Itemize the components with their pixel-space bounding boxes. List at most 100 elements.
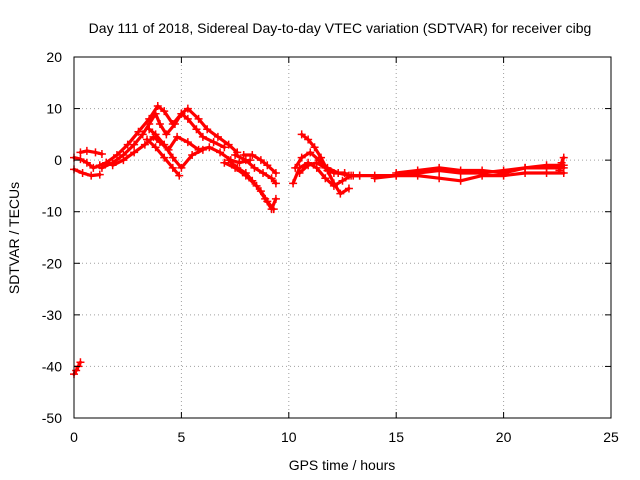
data-point [306,148,315,157]
data-point [175,171,184,180]
data-point [153,101,162,110]
data-point [559,153,568,162]
data-point [76,358,85,367]
data-point [173,132,182,141]
y-tick-label: 0 [54,152,62,168]
grid-layer [74,57,611,418]
data-point [177,163,186,172]
data-point [559,169,568,178]
x-tick-label: 25 [603,429,619,445]
data-point [140,140,149,149]
data-point [220,143,229,152]
data-point [198,145,207,154]
data-point [231,150,240,159]
data-point [168,153,177,162]
data-point [304,161,313,170]
data-point [267,174,276,183]
y-tick-label: -20 [42,255,62,271]
data-point [256,156,265,165]
y-tick-label: 10 [46,101,62,117]
data-point [108,161,117,170]
data-point [76,148,85,157]
series-s [392,161,568,178]
x-tick-label: 5 [178,429,186,445]
data-point [248,176,257,185]
data-point [89,163,98,172]
data-point [250,163,259,172]
data-point [321,174,330,183]
data-point [259,169,268,178]
data-point [256,187,265,196]
series-f [108,132,255,170]
x-tick-label: 0 [70,429,78,445]
data-point [91,148,100,157]
data-point [224,140,233,149]
data-point [271,179,280,188]
series-t [555,153,568,175]
y-axis-label: SDTVAR / TECUs [6,182,22,294]
data-point [194,114,203,123]
data-point [344,184,353,193]
x-axis-label: GPS time / hours [289,457,396,473]
data-point [160,107,169,116]
data-point [160,140,169,149]
data-point [542,161,551,170]
data-point [271,194,280,203]
data-point [478,166,487,175]
y-tick-label: -40 [42,358,62,374]
data-point [76,155,85,164]
data-point [304,135,313,144]
data-point [542,169,551,178]
data-point [134,127,143,136]
data-point [216,148,225,157]
data-point [177,109,186,118]
data-point [130,148,139,157]
data-point [241,156,250,165]
data-point [521,163,530,172]
x-tick-label: 10 [281,429,297,445]
data-point [188,150,197,159]
data-point [295,169,304,178]
data-point [370,174,379,183]
data-point [329,179,338,188]
data-point [155,120,164,129]
series-trace [373,171,566,183]
data-point [349,171,358,180]
tick-label-layer: 0 5 10 15 20 25 -50 -40 -30 -20 -10 0 10 20 [42,49,619,445]
data-point [87,171,96,180]
x-tick-label: 20 [496,429,512,445]
data-point [289,179,298,188]
data-point [205,143,214,152]
series-j [224,156,278,214]
data-point [312,158,321,167]
data-point [297,130,306,139]
series-layer [70,101,568,379]
data-point [168,120,177,129]
data-point [239,150,248,159]
data-point [435,163,444,172]
data-point [203,125,212,134]
data-point [241,169,250,178]
data-point [499,169,508,178]
x-tick-label: 15 [388,429,404,445]
data-point [413,166,422,175]
data-point [183,104,192,113]
data-point [329,169,338,178]
data-point [138,130,147,139]
series-trace [100,112,226,170]
data-point [97,163,106,172]
data-point [233,163,242,172]
plot-frame [73,56,612,419]
data-point [160,153,169,162]
series-e [102,101,242,167]
data-point [78,169,87,178]
series-trace [78,149,104,156]
data-point [263,197,272,206]
data-point [82,146,91,155]
data-point [198,132,207,141]
series-g [145,125,207,172]
data-point [456,176,465,185]
data-point [95,170,104,179]
series-p [295,158,349,178]
